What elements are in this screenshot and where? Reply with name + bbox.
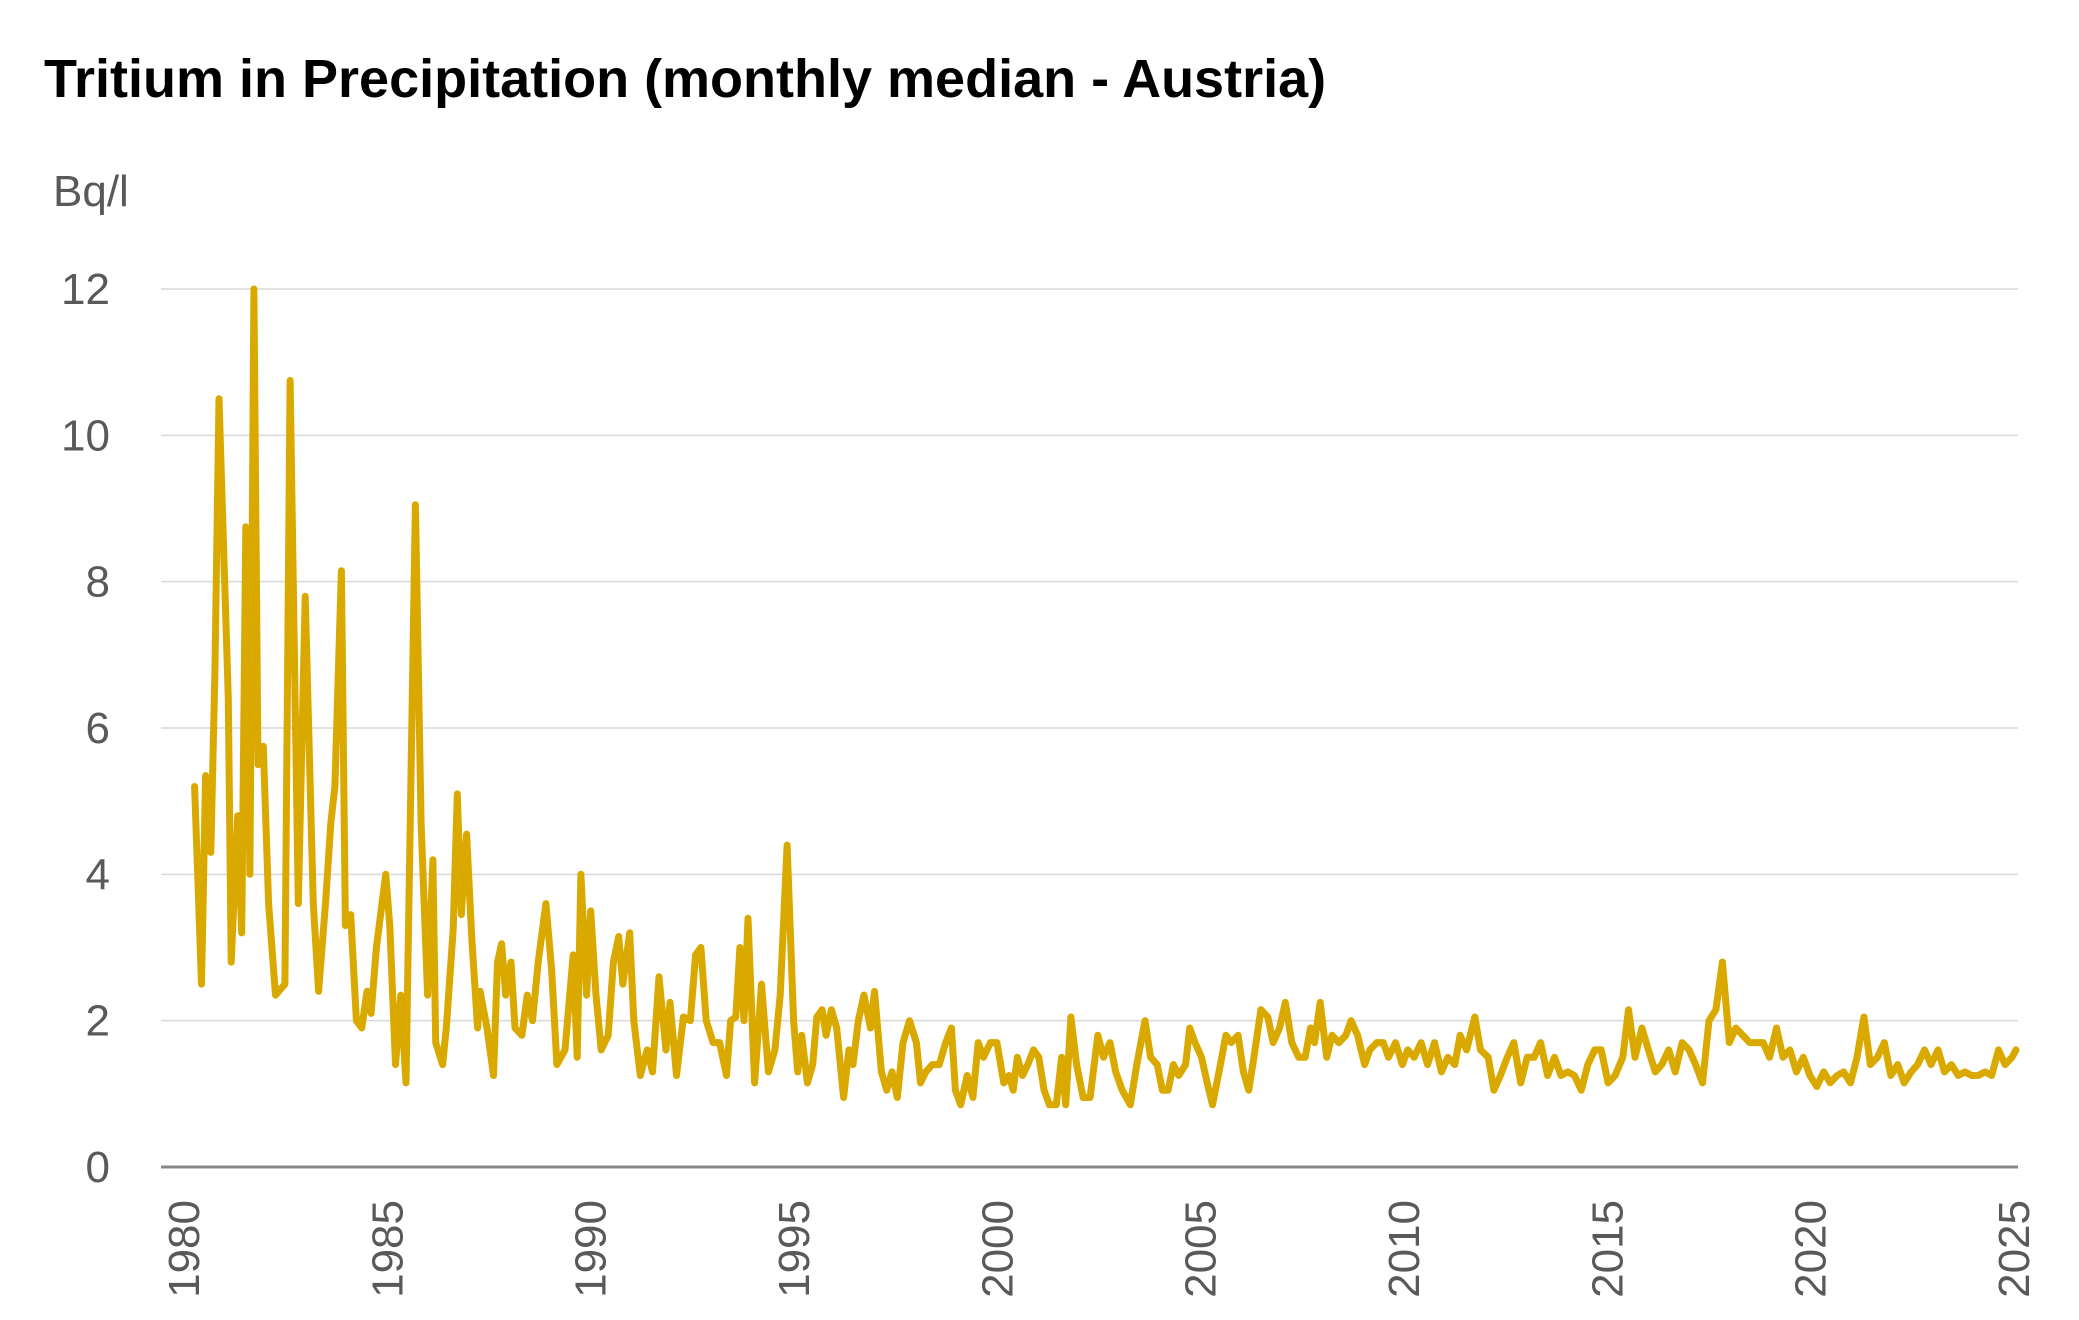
x-tick-label: 1995 [770,1200,819,1298]
x-tick-label: 2020 [1787,1200,1836,1298]
y-tick-labels: 0 2 4 6 8 10 12 [61,265,110,1192]
y-tick-label: 4 [86,850,110,899]
x-tick-label: 2000 [973,1200,1022,1298]
y-axis-unit-label: Bq/l [53,167,129,216]
chart-title: Tritium in Precipitation (monthly median… [44,49,1326,109]
x-tick-label: 1985 [363,1200,412,1298]
series-line-0 [191,285,2020,1109]
x-tick-label: 1990 [567,1200,616,1298]
y-tick-label: 10 [61,411,110,460]
x-tick-label: 2010 [1380,1200,1429,1298]
x-tick-label: 1980 [160,1200,209,1298]
y-tick-label: 0 [86,1143,110,1192]
x-tick-label: 2015 [1583,1200,1632,1298]
x-tick-label: 2025 [1990,1200,2039,1298]
series-layer [191,285,2020,1109]
gridlines [161,288,2018,1022]
x-tick-label: 2005 [1177,1200,1226,1298]
y-tick-label: 2 [86,997,110,1046]
y-tick-label: 12 [61,265,110,314]
y-tick-label: 6 [86,704,110,753]
x-tick-labels: 1980 1985 1990 1995 2000 2005 2010 2015 2020 2025 [160,1200,2039,1298]
y-tick-label: 8 [86,558,110,607]
